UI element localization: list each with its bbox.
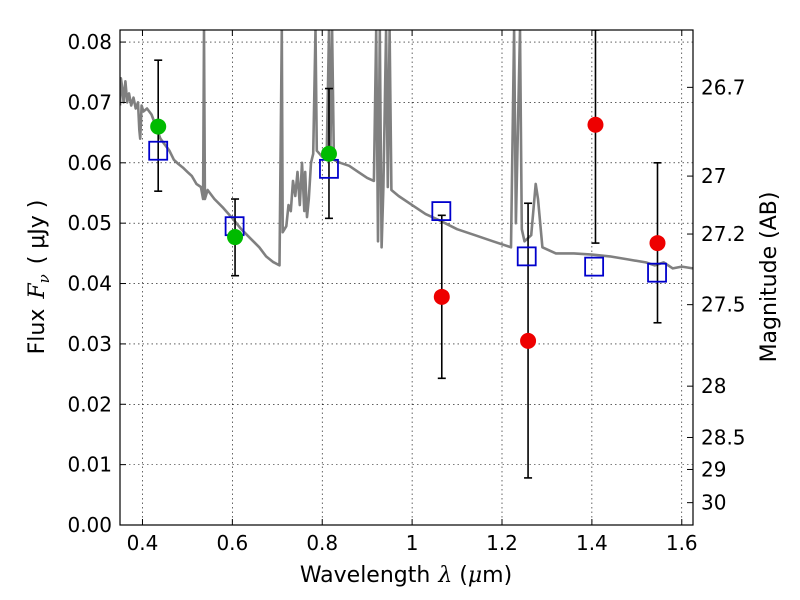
nondetection-marker: [649, 235, 666, 252]
x-tick-label: 1.4: [576, 531, 608, 555]
detection-marker: [227, 229, 244, 246]
y-axis-label-symbol: F: [25, 283, 50, 300]
ticks-layer: 0.4 0.6 0.8 1 1.2 1.4 1.6 0.00 0.01 0.02 0.03 0.04 0…: [67, 30, 746, 555]
model-square-marker: [516, 246, 537, 267]
nondetection-marker: [433, 288, 450, 305]
y-axis-label-subscript: ν: [35, 274, 53, 283]
nondetection-marker: [587, 116, 604, 133]
y2-tick-label: 27.5: [701, 293, 746, 317]
y2-tick-label: 30: [701, 491, 726, 515]
y-tick-label: 0.06: [67, 151, 112, 175]
x-axis-label-symbol: λ: [437, 563, 452, 588]
x-axis-label: Wavelength λ (μm): [300, 563, 512, 588]
x-axis-label-unit-mu: μ: [468, 563, 482, 588]
x-axis-label-text: Wavelength: [300, 563, 431, 588]
x-tick-label: 1.6: [666, 531, 698, 555]
y-tick-label: 0.07: [67, 90, 112, 114]
x-tick-label: 1: [406, 531, 419, 555]
model-square-marker: [647, 262, 667, 283]
y-axis-label-unit: ( μJy ): [25, 200, 50, 265]
marker-layer: [148, 116, 667, 349]
x-tick-label: 1.2: [486, 531, 518, 555]
y-tick-label: 0.01: [67, 453, 112, 477]
x-axis-label-unit-close: m): [482, 563, 512, 588]
model-square-marker: [584, 256, 605, 277]
y-axis-label: Flux Fν ( μJy ): [25, 200, 53, 355]
y-tick-label: 0.03: [67, 332, 112, 356]
y-tick-label: 0.04: [67, 272, 112, 296]
nondetection-marker: [520, 332, 537, 349]
x-tick-label: 0.8: [306, 531, 338, 555]
plot-frame: [119, 29, 694, 526]
y2-tick-label: 27: [701, 164, 726, 188]
y2-tick-label: 29: [701, 457, 726, 481]
y-axis-label-text: Flux: [25, 309, 50, 355]
y2-axis-label: Magnitude (AB): [757, 192, 782, 363]
y-tick-label: 0.05: [67, 211, 112, 235]
detection-marker: [320, 145, 337, 162]
y-tick-label: 0.00: [67, 513, 112, 537]
y2-tick-label: 28: [701, 374, 726, 398]
y-tick-label: 0.08: [67, 30, 112, 54]
y2-tick-label: 28.5: [701, 425, 746, 449]
detection-marker: [150, 118, 167, 135]
y2-tick-label: 27.2: [701, 222, 746, 246]
x-tick-label: 0.4: [127, 531, 159, 555]
spectrum-line: [120, 30, 693, 270]
y-tick-label: 0.02: [67, 392, 112, 416]
x-axis-label-unit-open: (: [452, 563, 468, 588]
y2-tick-label: 26.7: [701, 75, 746, 99]
x-tick-label: 0.6: [216, 531, 248, 555]
model-square-marker: [431, 201, 452, 221]
spectrum-layer: [120, 30, 693, 270]
gridlines: [120, 30, 693, 526]
model-square-marker: [148, 140, 169, 161]
